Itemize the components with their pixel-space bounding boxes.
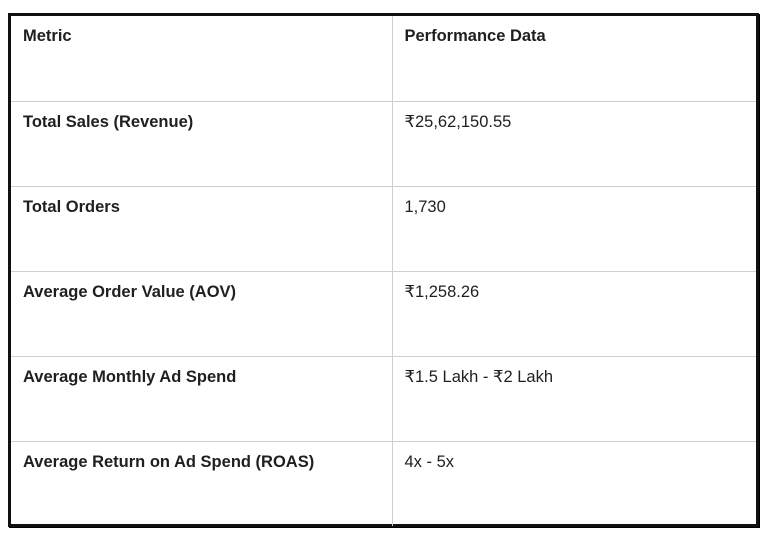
header-performance-data: Performance Data [391,16,756,102]
metric-cell: Average Return on Ad Spend (ROAS) [11,440,393,526]
metric-cell: Total Sales (Revenue) [11,101,393,187]
value-cell: ₹1.5 Lakh - ₹2 Lakh [391,355,756,442]
performance-table-container: Metric Performance Data Total Sales (Rev… [8,13,759,527]
table-row: Total Sales (Revenue) ₹25,62,150.55 [11,101,756,187]
metric-cell: Total Orders [11,185,393,272]
table-row: Average Monthly Ad Spend ₹1.5 Lakh - ₹2 … [11,355,756,442]
table-header-row: Metric Performance Data [11,16,756,102]
value-cell: ₹1,258.26 [391,270,756,357]
value-cell: 1,730 [391,185,756,272]
table-row: Average Order Value (AOV) ₹1,258.26 [11,270,756,357]
metric-cell: Average Monthly Ad Spend [11,355,393,442]
header-metric: Metric [11,16,393,102]
value-cell: 4x - 5x [391,440,756,526]
table-row: Average Return on Ad Spend (ROAS) 4x - 5… [11,440,756,526]
value-cell: ₹25,62,150.55 [391,101,756,187]
table-row: Total Orders 1,730 [11,185,756,272]
metric-cell: Average Order Value (AOV) [11,270,393,357]
performance-table: Metric Performance Data Total Sales (Rev… [11,16,756,526]
